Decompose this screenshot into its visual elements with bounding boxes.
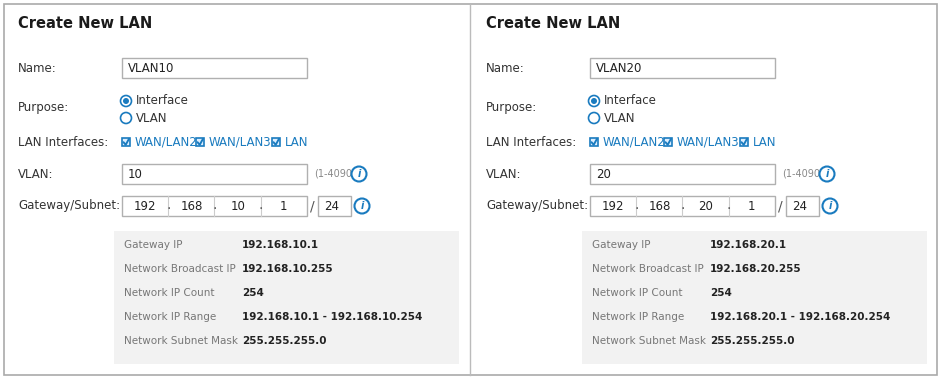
Text: Network IP Range: Network IP Range <box>592 312 684 322</box>
Text: 192.168.20.1: 192.168.20.1 <box>710 240 787 250</box>
Text: Network IP Range: Network IP Range <box>124 312 216 322</box>
Text: 254: 254 <box>710 288 732 298</box>
Text: VLAN: VLAN <box>604 111 635 124</box>
Text: .: . <box>634 198 638 212</box>
Text: .: . <box>166 198 170 212</box>
Text: 192.168.10.1: 192.168.10.1 <box>242 240 319 250</box>
Text: VLAN:: VLAN: <box>486 168 521 180</box>
Text: Network Broadcast IP: Network Broadcast IP <box>124 264 236 274</box>
Text: Gateway IP: Gateway IP <box>124 240 183 250</box>
Text: Purpose:: Purpose: <box>18 100 70 113</box>
Circle shape <box>120 113 132 124</box>
Text: i: i <box>360 201 363 211</box>
Text: 255.255.255.0: 255.255.255.0 <box>710 336 794 346</box>
Text: 192.168.20.1 - 192.168.20.254: 192.168.20.1 - 192.168.20.254 <box>710 312 890 322</box>
Text: 1: 1 <box>280 199 288 213</box>
Text: 1: 1 <box>748 199 756 213</box>
Circle shape <box>822 199 837 213</box>
FancyBboxPatch shape <box>122 58 307 78</box>
Text: 24: 24 <box>324 199 339 213</box>
FancyBboxPatch shape <box>590 138 598 146</box>
Text: Gateway IP: Gateway IP <box>592 240 650 250</box>
Text: Network Broadcast IP: Network Broadcast IP <box>592 264 704 274</box>
Text: Gateway/Subnet:: Gateway/Subnet: <box>18 199 120 213</box>
Text: 168: 168 <box>648 199 671 213</box>
Text: 192.168.10.255: 192.168.10.255 <box>242 264 334 274</box>
FancyBboxPatch shape <box>786 196 819 216</box>
Text: .: . <box>680 198 685 212</box>
Text: WAN/LAN3: WAN/LAN3 <box>677 136 740 149</box>
Text: 192: 192 <box>602 199 625 213</box>
Text: LAN: LAN <box>753 136 776 149</box>
Text: Name:: Name: <box>18 61 56 75</box>
Text: LAN Interfaces:: LAN Interfaces: <box>486 136 576 149</box>
Text: 10: 10 <box>128 168 143 180</box>
FancyBboxPatch shape <box>122 164 307 184</box>
Text: Interface: Interface <box>136 94 189 108</box>
Text: Network IP Count: Network IP Count <box>124 288 215 298</box>
Text: (1-4090): (1-4090) <box>782 169 823 179</box>
FancyBboxPatch shape <box>4 4 937 375</box>
Text: 255.255.255.0: 255.255.255.0 <box>242 336 327 346</box>
FancyBboxPatch shape <box>122 138 130 146</box>
Text: LAN Interfaces:: LAN Interfaces: <box>18 136 108 149</box>
FancyBboxPatch shape <box>740 138 748 146</box>
Text: WAN/LAN2: WAN/LAN2 <box>603 136 665 149</box>
Text: WAN/LAN3: WAN/LAN3 <box>209 136 272 149</box>
Text: i: i <box>825 169 829 179</box>
Text: VLAN: VLAN <box>136 111 167 124</box>
Text: LAN: LAN <box>285 136 309 149</box>
Circle shape <box>352 166 366 182</box>
Text: .: . <box>213 198 216 212</box>
Circle shape <box>588 96 599 106</box>
FancyBboxPatch shape <box>114 231 459 364</box>
Text: Create New LAN: Create New LAN <box>486 17 620 31</box>
Circle shape <box>123 98 129 104</box>
Text: Name:: Name: <box>486 61 525 75</box>
Text: 192.168.20.255: 192.168.20.255 <box>710 264 802 274</box>
Text: (1-4090): (1-4090) <box>314 169 356 179</box>
Circle shape <box>355 199 370 213</box>
FancyBboxPatch shape <box>272 138 280 146</box>
FancyBboxPatch shape <box>590 58 775 78</box>
FancyBboxPatch shape <box>122 196 307 216</box>
Text: 20: 20 <box>596 168 611 180</box>
Text: Gateway/Subnet:: Gateway/Subnet: <box>486 199 588 213</box>
Text: 168: 168 <box>180 199 202 213</box>
Text: VLAN10: VLAN10 <box>128 61 174 75</box>
Text: i: i <box>828 201 832 211</box>
FancyBboxPatch shape <box>196 138 204 146</box>
Text: 192: 192 <box>134 199 156 213</box>
Text: .: . <box>726 198 731 212</box>
Text: Network IP Count: Network IP Count <box>592 288 682 298</box>
Text: WAN/LAN2: WAN/LAN2 <box>135 136 198 149</box>
FancyBboxPatch shape <box>582 231 927 364</box>
FancyBboxPatch shape <box>318 196 351 216</box>
FancyBboxPatch shape <box>664 138 672 146</box>
Text: i: i <box>358 169 360 179</box>
Text: 24: 24 <box>792 199 807 213</box>
Text: Create New LAN: Create New LAN <box>18 17 152 31</box>
Text: /: / <box>310 199 314 213</box>
Text: .: . <box>259 198 263 212</box>
Text: /: / <box>777 199 782 213</box>
Text: Network Subnet Mask: Network Subnet Mask <box>592 336 706 346</box>
Circle shape <box>591 98 597 104</box>
Text: 20: 20 <box>698 199 713 213</box>
Text: 254: 254 <box>242 288 263 298</box>
Text: Network Subnet Mask: Network Subnet Mask <box>124 336 238 346</box>
Text: VLAN:: VLAN: <box>18 168 54 180</box>
Text: 10: 10 <box>231 199 245 213</box>
Circle shape <box>820 166 835 182</box>
Text: Purpose:: Purpose: <box>486 100 537 113</box>
Text: VLAN20: VLAN20 <box>596 61 643 75</box>
FancyBboxPatch shape <box>590 196 775 216</box>
Text: Interface: Interface <box>604 94 657 108</box>
Circle shape <box>588 113 599 124</box>
Circle shape <box>120 96 132 106</box>
Text: 192.168.10.1 - 192.168.10.254: 192.168.10.1 - 192.168.10.254 <box>242 312 423 322</box>
FancyBboxPatch shape <box>590 164 775 184</box>
